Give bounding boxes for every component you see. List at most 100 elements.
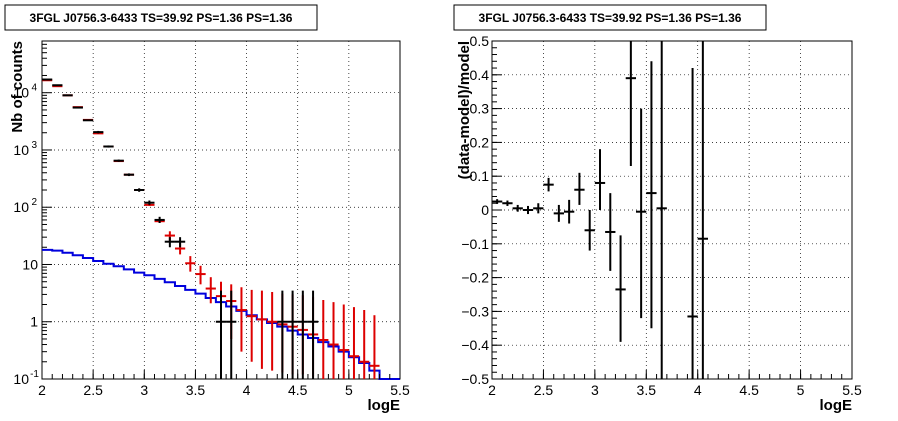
- residual-point: [574, 172, 585, 205]
- model-point: [328, 302, 339, 379]
- residual-point: [502, 200, 513, 206]
- counts-x-tick-label: 3: [140, 382, 148, 398]
- residuals-x-ticks: 2 2.5 3 3.5 4 4.5 5 5.5: [488, 370, 862, 398]
- model-point: [267, 292, 278, 371]
- residuals-y-tick-label: 0.5: [470, 33, 490, 49]
- residual-point: [605, 193, 616, 271]
- data-point: [174, 237, 186, 248]
- residual-points: [492, 41, 708, 379]
- residuals-x-tick-label: 4.5: [739, 382, 759, 398]
- model-point: [369, 315, 380, 379]
- data-point: [215, 290, 227, 379]
- data-point: [52, 84, 63, 87]
- model-point: [205, 277, 216, 304]
- counts-y-tick-label: 1: [30, 314, 38, 330]
- residuals-x-tick-label: 2: [488, 382, 496, 398]
- data-point: [307, 290, 319, 379]
- data-point: [287, 290, 298, 379]
- residuals-x-tick-label: 3: [591, 382, 599, 398]
- residuals-x-tick-label: 3.5: [637, 382, 657, 398]
- counts-x-tick-label: 4.5: [288, 382, 308, 398]
- residuals-y-tick-label: −0.1: [461, 236, 489, 252]
- residuals-y-tick-label: 0.4: [470, 67, 490, 83]
- model-point: [348, 307, 360, 379]
- residual-point: [564, 199, 575, 224]
- residual-point: [522, 205, 534, 215]
- data-point: [42, 78, 53, 81]
- residuals-panel: 2 2.5 3 3.5 4 4.5 5 5.5 −0.5 −0.4 −0.3 −0.2 −0.1 0 0.…: [453, 4, 862, 414]
- counts-y-tick-label: 10: [22, 256, 38, 272]
- model-point: [318, 299, 329, 379]
- model-point: [359, 310, 370, 379]
- residuals-x-tick-label: 5: [797, 382, 805, 398]
- counts-y-tick-exponent: -1: [30, 369, 39, 380]
- counts-title-box: [4, 4, 318, 31]
- residuals-y-tick-label: 0.2: [470, 134, 490, 150]
- data-point: [113, 159, 124, 162]
- model-point: [236, 287, 247, 352]
- data-point: [103, 145, 114, 148]
- residuals-y-tick-label: −0.4: [461, 337, 489, 353]
- model-point: [256, 290, 268, 369]
- data-point: [62, 94, 73, 97]
- counts-x-tick-label: 4: [243, 382, 251, 398]
- model-point: [195, 265, 206, 285]
- residuals-y-tick-label: −0.3: [461, 303, 489, 319]
- counts-grid: [42, 41, 400, 379]
- residual-point: [594, 149, 606, 210]
- data-point: [123, 173, 135, 177]
- data-point: [82, 119, 94, 122]
- counts-x-tick-label: 2.5: [83, 382, 103, 398]
- residuals-x-tick-label: 5.5: [842, 382, 862, 398]
- background-model-histogram: [42, 248, 400, 380]
- data-points: [42, 78, 319, 379]
- residuals-y-tick-label: 0.1: [470, 168, 490, 184]
- counts-x-axis-label: logE: [368, 397, 401, 414]
- residuals-y-ticks: −0.5 −0.4 −0.3 −0.2 −0.1 0 0.1 0.2 0.3 0.4 0.5: [461, 33, 502, 387]
- residual-point: [636, 108, 647, 319]
- residuals-title-box: [453, 4, 767, 31]
- counts-y-tick-exponent: 4: [31, 83, 37, 94]
- data-point: [164, 237, 175, 248]
- residuals-title: 3FGL J0756.3-6433 TS=39.92 PS=1.36 PS=1.…: [479, 11, 742, 25]
- residuals-y-axis-label: (data-model)/model: [456, 41, 473, 179]
- counts-x-tick-label: 5: [345, 382, 353, 398]
- data-point: [72, 106, 83, 109]
- residual-point: [492, 199, 503, 204]
- counts-y-axis-label: Nb of counts: [9, 41, 26, 133]
- counts-y-tick-exponent: 2: [31, 197, 37, 208]
- counts-x-tick-label: 3.5: [186, 382, 206, 398]
- residuals-y-tick-label: 0: [481, 202, 489, 218]
- residual-point: [656, 41, 667, 379]
- counts-y-tick-exponent: 3: [31, 140, 37, 151]
- residual-point: [615, 235, 626, 342]
- residual-point: [625, 41, 636, 167]
- counts-x-tick-label: 5.5: [390, 382, 410, 398]
- residual-point: [543, 177, 554, 192]
- residual-point: [697, 41, 708, 379]
- counts-x-tick-label: 2: [38, 382, 46, 398]
- residual-point: [687, 68, 698, 379]
- data-point: [226, 290, 237, 379]
- counts-y-tick-label: 10: [13, 142, 29, 158]
- data-point: [277, 290, 288, 379]
- data-point: [144, 200, 155, 205]
- counts-y-tick-label: 10: [13, 371, 29, 387]
- counts-title: 3FGL J0756.3-6433 TS=39.92 PS=1.36 PS=1.…: [30, 11, 293, 25]
- residual-point: [553, 204, 564, 222]
- data-point: [93, 130, 104, 134]
- counts-x-ticks: 2 2.5 3 3.5 4 4.5 5 5.5: [38, 370, 410, 398]
- residual-point: [584, 210, 595, 251]
- residual-point: [512, 204, 523, 212]
- model-point: [185, 256, 196, 272]
- residuals-grid: [492, 41, 852, 379]
- residuals-y-tick-label: −0.5: [461, 371, 489, 387]
- data-point: [297, 290, 308, 379]
- residual-point: [533, 203, 544, 214]
- counts-y-tick-label: 10: [13, 199, 29, 215]
- counts-y-tick-label: 10: [13, 85, 29, 101]
- model-point: [246, 289, 257, 362]
- residuals-x-tick-label: 4: [694, 382, 702, 398]
